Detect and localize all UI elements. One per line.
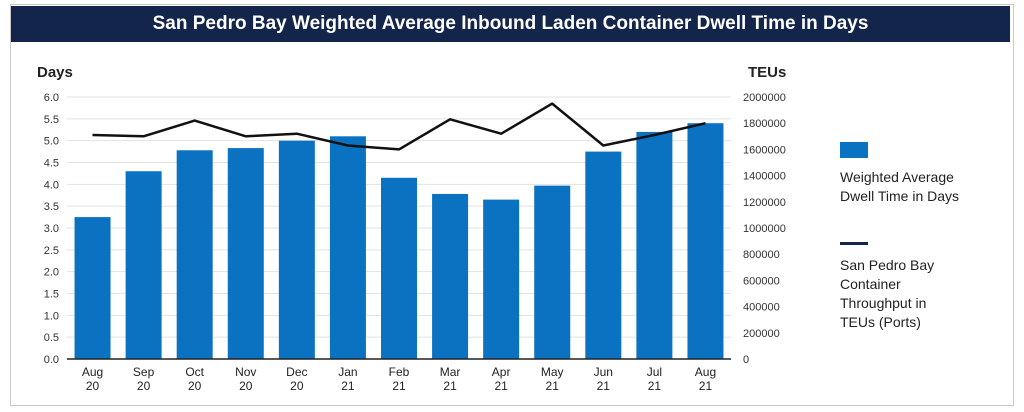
x-tick-label: Mar 21 xyxy=(440,365,461,393)
y-left-tick-label: 5.5 xyxy=(44,114,59,126)
throughput-line xyxy=(92,102,706,151)
y-left-tick-label: 0.0 xyxy=(44,354,59,366)
y-left-tick-label: 4.0 xyxy=(44,179,59,191)
y-right-tick-label: 0 xyxy=(743,354,749,366)
bar xyxy=(381,177,417,359)
y-left-tick-label: 5.0 xyxy=(44,136,59,148)
bar xyxy=(636,131,673,359)
x-tick-label: Jul 21 xyxy=(647,365,662,393)
legend-label-line-line: San Pedro Bay xyxy=(840,257,935,273)
y-right-tick-label: 1400000 xyxy=(743,171,786,183)
x-tick-label: Oct 20 xyxy=(185,365,204,393)
legend-label-bar-line: Dwell Time in Days xyxy=(840,188,960,204)
bar xyxy=(483,199,520,359)
y-left-tick-label: 0.5 xyxy=(44,332,59,344)
legend-label-bar: Weighted Average Dwell Time in Days xyxy=(840,168,959,206)
y-left-tick-label: 4.5 xyxy=(44,158,59,170)
y-right-tick-label: 1200000 xyxy=(743,197,786,209)
y-left-tick-label: 1.5 xyxy=(44,289,59,301)
y-left-tick-label: 3.0 xyxy=(44,223,59,235)
y-left-tick-label: 2.0 xyxy=(44,267,59,279)
y-axis-left-label: Days xyxy=(37,64,73,81)
bar xyxy=(74,217,111,359)
y-right-tick-label: 1000000 xyxy=(743,223,786,235)
bar xyxy=(687,123,724,359)
x-tick-label: Aug 20 xyxy=(82,365,103,393)
bar xyxy=(227,148,264,359)
y-left-tick-label: 6.0 xyxy=(44,92,59,104)
y-left-tick-label: 3.5 xyxy=(44,201,59,213)
bar xyxy=(329,136,366,359)
left-tick-labels: 0.0 0.5 1.0 1.5 2.0 2.5 3.0 3.5 4.0 4.5 5.0 5.5 6.0 xyxy=(44,92,59,366)
bar xyxy=(125,171,162,359)
line-series xyxy=(92,102,706,151)
legend-label-line-line: Container xyxy=(840,276,901,292)
x-tick-label: Feb 21 xyxy=(389,365,410,393)
y-right-tick-label: 1600000 xyxy=(743,144,786,156)
y-right-tick-label: 2000000 xyxy=(743,92,786,104)
y-right-tick-label: 200000 xyxy=(743,328,780,340)
x-tick-label: May 21 xyxy=(541,365,564,393)
legend-swatch-line xyxy=(840,242,868,245)
x-tick-label: Jan 21 xyxy=(338,365,357,393)
bar xyxy=(432,193,469,359)
legend-label-line: San Pedro Bay Container Throughput in TE… xyxy=(840,256,934,332)
x-tick-label: Apr 21 xyxy=(492,365,511,393)
legend-swatch-bar xyxy=(840,142,868,158)
y-axis-right-label: TEUs xyxy=(748,64,786,81)
x-tick-label: Aug 21 xyxy=(695,365,716,393)
right-tick-labels: 0 200000 400000 600000 800000 1000000 1200000 1… xyxy=(743,92,786,366)
legend-label-bar-line: Weighted Average xyxy=(840,169,954,185)
chart-title: San Pedro Bay Weighted Average Inbound L… xyxy=(11,6,1010,42)
legend-label-line-line: TEUs (Ports) xyxy=(840,314,921,330)
y-left-tick-label: 1.0 xyxy=(44,310,59,322)
y-right-tick-label: 800000 xyxy=(743,249,780,261)
x-tick-label: Jun 21 xyxy=(594,365,613,393)
bar xyxy=(585,151,622,359)
bar-series xyxy=(74,123,724,359)
x-tick-labels: Aug 20 Sep 20 Oct 20 Nov 20 Dec 20 Jan 21 Feb 21 Mar 21… xyxy=(82,365,716,393)
x-tick-label: Dec 20 xyxy=(286,365,307,393)
y-right-tick-label: 400000 xyxy=(743,302,780,314)
x-tick-label: Nov 20 xyxy=(235,365,256,393)
y-left-tick-label: 2.5 xyxy=(44,245,59,257)
x-tick-label: Sep 20 xyxy=(133,365,155,393)
bar xyxy=(176,150,213,359)
bar xyxy=(534,185,571,359)
bar xyxy=(278,140,315,359)
y-right-tick-label: 600000 xyxy=(743,275,780,287)
legend-label-line-line: Throughput in xyxy=(840,295,927,311)
y-right-tick-label: 1800000 xyxy=(743,118,786,130)
